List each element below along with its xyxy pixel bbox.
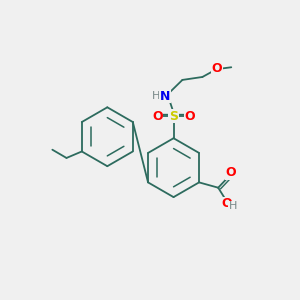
- Text: O: O: [225, 166, 236, 179]
- Text: O: O: [152, 110, 163, 123]
- Text: O: O: [221, 197, 232, 210]
- Text: H: H: [152, 91, 161, 101]
- Text: S: S: [169, 110, 178, 123]
- Text: O: O: [212, 62, 222, 75]
- Text: O: O: [184, 110, 195, 123]
- Text: H: H: [229, 201, 237, 211]
- Text: N: N: [160, 90, 170, 103]
